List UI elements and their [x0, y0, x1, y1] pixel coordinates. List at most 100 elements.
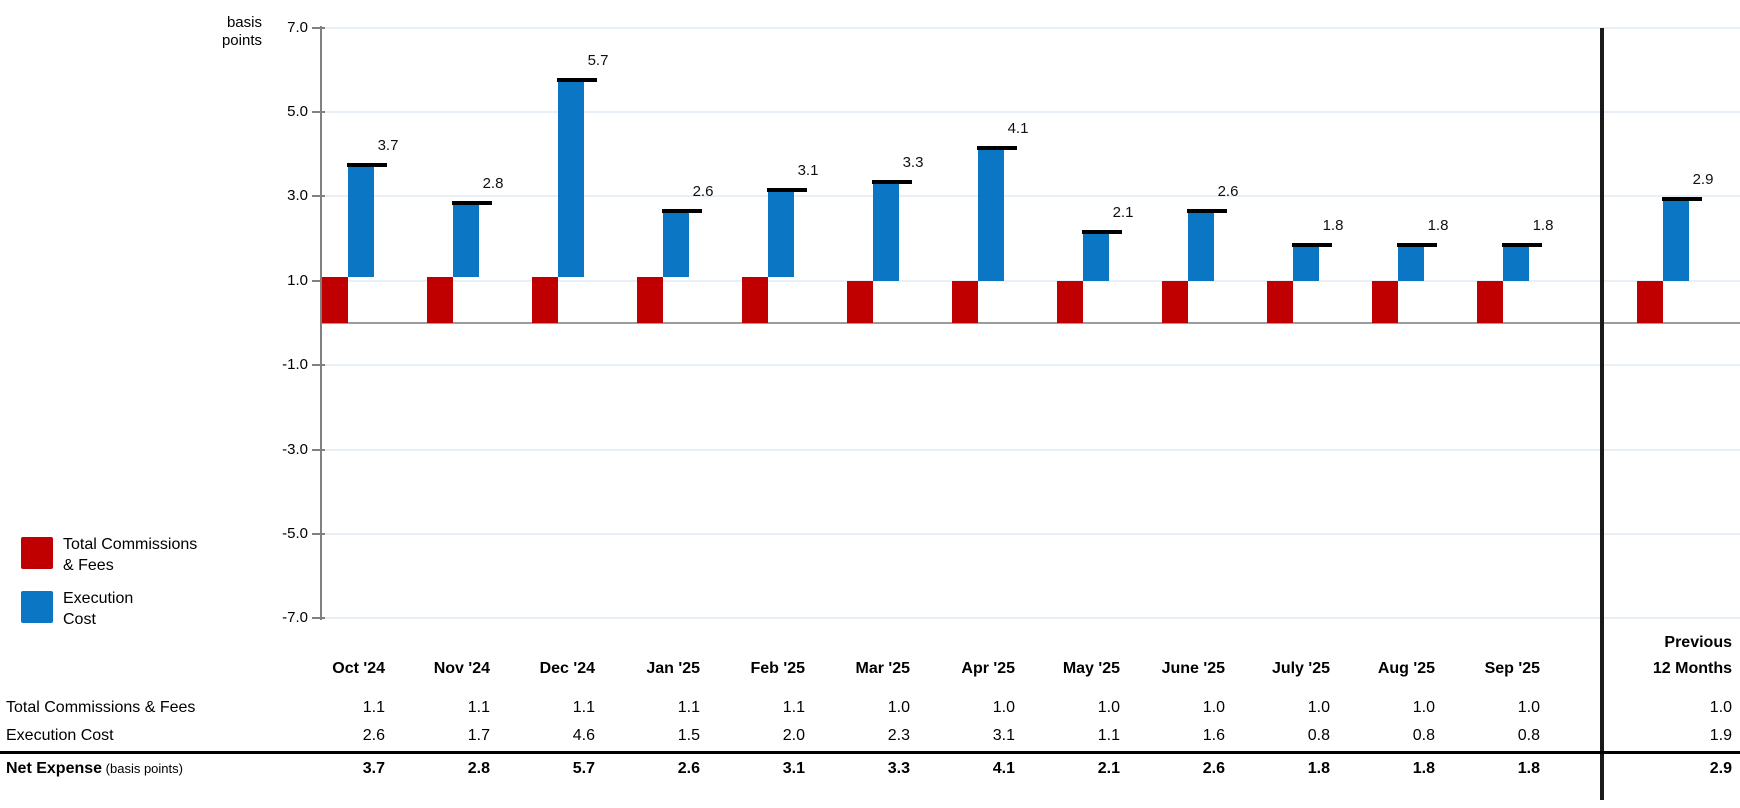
bar-total-commissions-fees [742, 276, 768, 323]
table-header-previous-line1: Previous [1664, 634, 1732, 651]
gridline [322, 111, 1740, 113]
table-cell: 1.0 [887, 699, 910, 716]
y-axis-tick-label: 3.0 [287, 187, 308, 205]
table-header-cell: Dec '24 [539, 660, 595, 677]
table-cell: 2.6 [1202, 760, 1225, 777]
x-axis-zero-line [322, 322, 1740, 324]
gridline [322, 617, 1740, 620]
net-expense-marker [557, 78, 597, 83]
bar-execution-cost [1663, 200, 1689, 281]
table-row-label-suffix: (basis points) [102, 761, 183, 776]
table-row-label: Execution Cost [0, 723, 288, 749]
y-axis-tick-mark [312, 279, 325, 282]
table-cell: 1.0 [1307, 699, 1330, 716]
y-axis-tick-label: 1.0 [287, 271, 308, 289]
bar-execution-cost [978, 149, 1004, 281]
bar-execution-cost [558, 82, 584, 277]
gridline [322, 279, 1740, 282]
legend-item-total-commissions-fees: Total Commissions & Fees [21, 534, 197, 576]
bar-execution-cost [1398, 247, 1424, 281]
net-expense-marker [767, 188, 807, 193]
bar-execution-cost [768, 192, 794, 277]
table-cell: 3.1 [782, 760, 805, 777]
table-cell: 2.1 [1097, 760, 1120, 777]
bar-value-label: 3.7 [377, 136, 399, 154]
net-expense-marker [1082, 230, 1122, 235]
y-axis-tick-mark [312, 617, 325, 620]
bar-total-commissions-fees [952, 280, 978, 323]
bar-value-label: 2.6 [1217, 183, 1239, 201]
bar-execution-cost [1083, 234, 1109, 281]
legend-label-line2: & Fees [63, 557, 114, 574]
legend-label-execution-cost: Execution Cost [63, 588, 133, 630]
table-cell: 2.6 [677, 760, 700, 777]
table-header-cell-previous-12-months: Previous 12 Months [1548, 630, 1740, 682]
y-axis-tick-mark [312, 26, 325, 29]
y-axis-tick-mark [312, 533, 325, 535]
table-cell-previous-12-months: 1.9 [1709, 727, 1732, 744]
y-axis-tick-label: -7.0 [282, 609, 308, 627]
net-expense-marker [1662, 196, 1702, 201]
table-cell: 2.6 [362, 727, 385, 744]
bar-value-label: 1.8 [1322, 217, 1344, 235]
table-cell: 0.8 [1412, 727, 1435, 744]
table-cell: 0.8 [1517, 727, 1540, 744]
legend-swatch-execution-cost [21, 591, 53, 623]
bar-execution-cost [1503, 247, 1529, 281]
table-header-cell: Aug '25 [1377, 660, 1435, 677]
bar-execution-cost [348, 166, 374, 277]
table-header-cell: Oct '24 [332, 660, 385, 677]
bar-value-label: 5.7 [587, 52, 609, 70]
table-cell: 1.1 [467, 699, 490, 716]
bar-value-label: 2.9 [1692, 170, 1714, 188]
legend-label-line2: Cost [63, 611, 96, 628]
y-axis-tick-label: -1.0 [282, 356, 308, 374]
bar-execution-cost [1188, 213, 1214, 281]
bar-value-label: 2.1 [1112, 204, 1134, 222]
legend-label-line1: Total Commissions [63, 536, 198, 553]
table-cell: 1.1 [677, 699, 700, 716]
y-axis-tick-label: -3.0 [282, 440, 308, 458]
legend-label-total-commissions-fees: Total Commissions & Fees [63, 534, 197, 576]
y-axis-tick-mark [312, 448, 325, 451]
bar-execution-cost [453, 204, 479, 277]
table-header-cell: Mar '25 [855, 660, 911, 677]
bar-value-label: 1.8 [1532, 217, 1554, 235]
y-axis-title: basis points [180, 14, 262, 50]
table-cell: 1.8 [1412, 760, 1435, 777]
y-axis-tick-mark [312, 364, 325, 367]
table-cell: 3.1 [992, 727, 1015, 744]
table-cell: 0.8 [1307, 727, 1330, 744]
table-cell-previous-12-months: 2.9 [1709, 760, 1732, 777]
net-expense-marker [347, 162, 387, 167]
table-row-total-commissions-fees: Total Commissions & Fees 1.1 1.1 1.1 1.1 1.1 1… [0, 695, 1740, 721]
bar-execution-cost [873, 183, 899, 281]
y-axis-tick-mark [312, 111, 325, 113]
table-cell: 1.0 [1517, 699, 1540, 716]
table-header-cell: Apr '25 [961, 660, 1015, 677]
y-axis-line [320, 26, 322, 620]
y-axis-title-line2: points [221, 32, 262, 49]
table-row-net-expense: Net Expense (basis points) 3.7 2.8 5.7 2.6 3.… [0, 756, 1740, 782]
table-row-label-text: Net Expense [6, 760, 103, 777]
bar-total-commissions-fees [1267, 280, 1293, 323]
table-cell: 1.0 [1412, 699, 1435, 716]
table-header-row: Oct '24 Nov '24 Dec '24 Jan '25 Feb '25 Mar '… [0, 630, 1740, 682]
bar-total-commissions-fees [532, 276, 558, 323]
table-cell: 1.1 [572, 699, 595, 716]
table-cell: 1.0 [1202, 699, 1225, 716]
bar-total-commissions-fees [847, 280, 873, 323]
table-row-execution-cost: Execution Cost 2.6 1.7 4.6 1.5 2.0 2.3 3.1 1.1 1.… [0, 723, 1740, 749]
table-cell: 1.1 [782, 699, 805, 716]
net-expense-marker [1292, 243, 1332, 248]
table-header-cell: Nov '24 [433, 660, 490, 677]
bar-execution-cost [663, 213, 689, 277]
bar-total-commissions-fees [1477, 280, 1503, 323]
table-header-cell: Jan '25 [646, 660, 700, 677]
bar-total-commissions-fees [1162, 280, 1188, 323]
table-header-cell: May '25 [1062, 660, 1120, 677]
table-cell: 5.7 [572, 760, 595, 777]
bar-total-commissions-fees [637, 276, 663, 323]
net-expense-marker [1502, 243, 1542, 248]
bar-total-commissions-fees [1372, 280, 1398, 323]
